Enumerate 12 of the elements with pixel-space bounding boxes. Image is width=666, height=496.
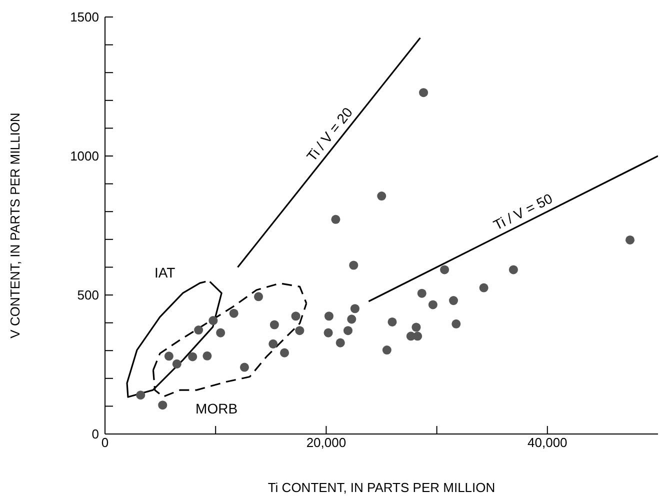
x-tick-label: 20,000 (306, 435, 346, 450)
series-label: IAT (154, 264, 176, 280)
text: Ti / V = 50 (490, 190, 556, 234)
y-tick-label: 1000 (70, 148, 99, 164)
x-axis-title: Ti CONTENT, IN PARTS PER MILLION (268, 480, 496, 495)
x-tick-label: 40,000 (528, 435, 568, 450)
y-tick-label: 500 (77, 288, 99, 303)
text: Ti / V = 20 (303, 104, 356, 164)
series-label: MORB (196, 400, 238, 416)
x-tick-label: 0 (101, 435, 109, 450)
y-tick-label: 1500 (70, 10, 99, 25)
y-axis-title: V CONTENT, IN PARTS PER MILLION (8, 112, 23, 338)
